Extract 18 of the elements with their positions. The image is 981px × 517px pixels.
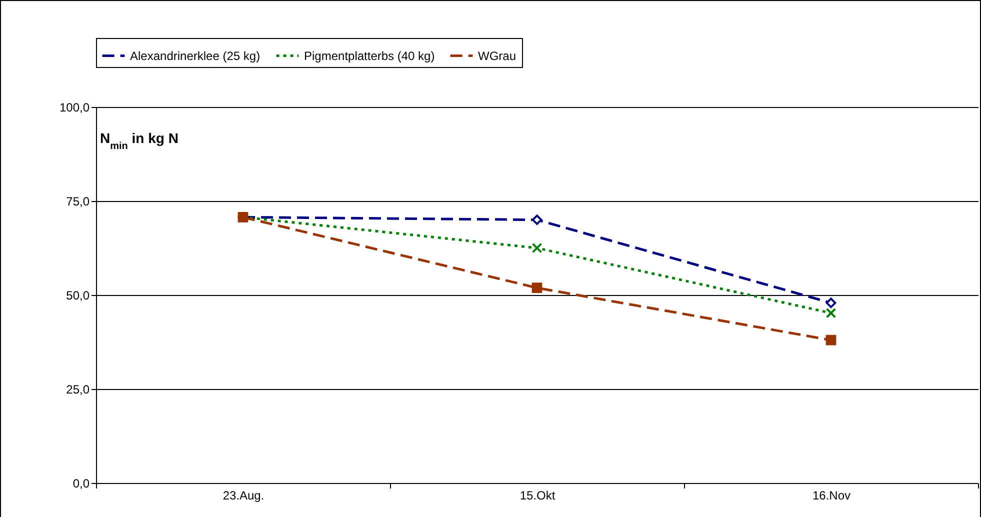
point: [826, 298, 836, 308]
legend-label: Pigmentplatterbs (40 kg): [304, 48, 435, 63]
point: [532, 214, 542, 225]
legend-label: WGrau: [478, 48, 516, 63]
x-tick-label: 15.Okt: [520, 488, 556, 502]
point: [826, 334, 836, 346]
y-tick-label: 75,0: [66, 194, 90, 208]
y-tick-label: 25,0: [66, 382, 90, 396]
y-tick-label: 50,0: [66, 288, 90, 302]
point: [826, 308, 836, 318]
legend-label: Alexandrinerklee (25 kg): [130, 48, 260, 63]
point: [532, 282, 542, 294]
x-tick-label: 23.Aug.: [222, 488, 264, 502]
y-tick-label: 100,0: [59, 100, 90, 114]
point: [532, 242, 542, 254]
y-tick-label: 0,0: [72, 476, 90, 490]
y-axis-title: N$_{min}$ in kg N: [100, 130, 178, 152]
x-tick-label: 16.Nov: [812, 488, 851, 502]
